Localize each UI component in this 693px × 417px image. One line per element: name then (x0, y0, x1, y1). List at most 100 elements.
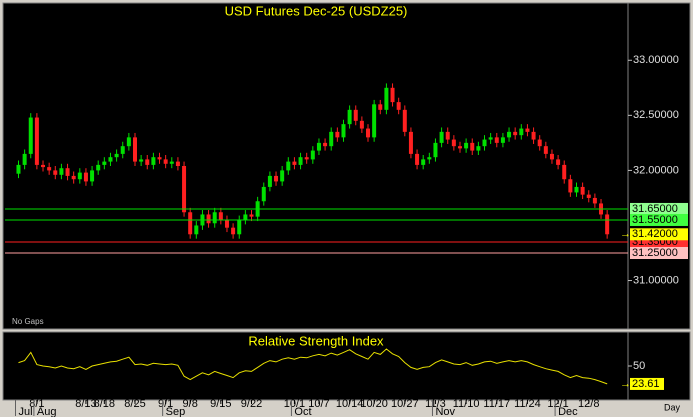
candle-body (132, 137, 137, 162)
candle-body (329, 131, 334, 147)
candle-body (169, 161, 174, 164)
candle-body (243, 214, 248, 220)
candle-body (580, 186, 585, 195)
candle-body (71, 175, 76, 180)
candle-body (157, 157, 162, 160)
y-tick-label: 31.00000 (633, 274, 679, 286)
last-price-arrow: → (620, 228, 631, 240)
x-tick-label: 10/14 (336, 398, 364, 410)
candle-body (500, 137, 505, 143)
x-tick-label: 8/13 (75, 398, 96, 410)
candle-body (224, 219, 229, 228)
candle-body (77, 172, 82, 180)
candle-body (41, 164, 46, 168)
candle-body (59, 168, 64, 175)
candle-body (267, 175, 272, 187)
candle-body (237, 219, 242, 235)
rsi-last-label: 23.61 (632, 378, 660, 390)
candle-body (145, 159, 150, 165)
y-tick-label: 32.50000 (633, 109, 679, 121)
candle-body (488, 137, 493, 140)
candle-body (445, 131, 450, 140)
x-tick-label: 10/20 (360, 398, 388, 410)
x-tick-label: 11/3 (425, 398, 446, 410)
candle-body (562, 164, 567, 180)
x-tick-label: 11/10 (453, 398, 480, 410)
candle-body (396, 102, 401, 110)
candle-body (34, 117, 39, 165)
candle-body (120, 146, 125, 154)
candle-body (280, 170, 285, 182)
candle-body (549, 153, 554, 160)
candle-body (531, 131, 536, 140)
month-label: Aug (37, 406, 57, 417)
y-tick-label: 50 (633, 360, 645, 372)
candle-body (53, 170, 58, 175)
candle-body (537, 139, 542, 147)
x-tick-label: 9/1 (158, 398, 173, 410)
candle-body (347, 109, 352, 125)
candle-body (439, 131, 444, 143)
month-label: Sep (166, 406, 186, 417)
candle-body (574, 186, 579, 193)
candle-body (47, 167, 52, 171)
candle-body (421, 159, 426, 165)
candle-body (372, 104, 377, 138)
rsi-arrow: → (620, 378, 631, 390)
rsi-last-bg (630, 377, 664, 390)
candle-body (22, 153, 27, 165)
rsi-title: Relative Strength Index (248, 333, 384, 348)
candle-body (415, 153, 420, 165)
candle-body (175, 161, 180, 166)
x-tick-label: 11/17 (483, 398, 510, 410)
candle-body (543, 146, 548, 154)
price-panel (2, 2, 691, 330)
month-label: Jul (18, 406, 32, 417)
candle-body (402, 109, 407, 132)
candle-body (108, 157, 113, 162)
level-label: 31.65000 (632, 203, 678, 215)
candle-body (96, 164, 101, 171)
candle-body (182, 166, 187, 213)
candle-body (249, 214, 254, 217)
candle-body (28, 117, 33, 154)
candle-body (292, 161, 297, 165)
x-tick-label: 12/8 (578, 398, 599, 410)
candle-body (519, 128, 524, 136)
candle-body (298, 157, 303, 165)
candle-body (212, 212, 217, 224)
candle-body (218, 212, 223, 220)
x-tick-label: 12/1 (547, 398, 568, 410)
candle-body (476, 146, 481, 151)
candle-body (464, 142, 469, 149)
x-tick-label: 10/1 (284, 398, 305, 410)
last-price-label: 31.42000 (632, 228, 678, 240)
candle-body (304, 157, 309, 160)
candle-body (513, 131, 518, 136)
y-tick-label: 32.00000 (633, 164, 679, 176)
candle-body (286, 161, 291, 171)
candle-body (384, 87, 389, 110)
rsi-panel (2, 331, 691, 401)
chart-title: USD Futures Dec-25 (USDZ25) (225, 3, 408, 18)
candle-body (261, 186, 266, 202)
level-label: 31.55000 (632, 214, 678, 226)
candle-body (482, 139, 487, 147)
candle-body (83, 172, 88, 182)
candle-body (126, 137, 131, 147)
last-price-bg (630, 228, 688, 241)
x-tick-label: 10/27 (391, 398, 419, 410)
candle-body (163, 159, 168, 164)
candle-body (323, 142, 328, 147)
note: No Gaps (12, 317, 44, 326)
candle-body (525, 128, 530, 132)
candle-body (206, 214, 211, 224)
x-tick-label: 8/1 (29, 398, 44, 410)
level-label-bg (630, 247, 688, 260)
candle-body (592, 197, 597, 204)
month-label: Dec (558, 406, 578, 417)
x-tick-label: 11/24 (514, 398, 541, 410)
candle-body (433, 142, 438, 158)
